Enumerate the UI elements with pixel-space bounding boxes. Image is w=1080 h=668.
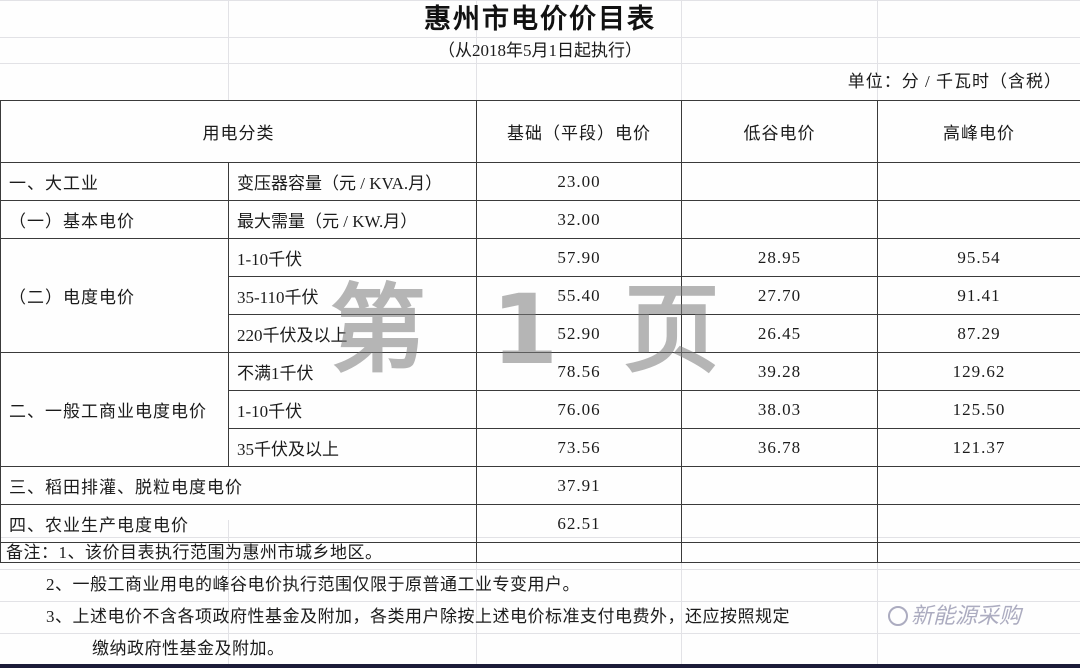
row-item-label: 不满1千伏 [228, 352, 477, 391]
cell-valley [681, 504, 878, 543]
table-row: 1-10千伏 76.06 38.03 125.50 [1, 390, 1080, 429]
row-group-label: 三、稻田排灌、脱粒电度电价 [0, 466, 477, 505]
row-item-label: 最大需量（元 / KW.月） [228, 200, 477, 239]
table-row: （二）电度电价 1-10千伏 57.90 28.95 95.54 [0, 238, 1080, 353]
note-line-2: 2、一般工商业用电的峰谷电价执行范围仅限于原普通工业专变用户。 [46, 575, 580, 594]
note-line-3: 3、上述电价不含各项政府性基金及附加，各类用户除按上述电价标准支付电费外，还应按… [46, 607, 790, 626]
cell-valley [681, 466, 878, 505]
table-row: 一、大工业 变压器容量（元 / KVA.月） 23.00 [0, 162, 1080, 201]
cell-base: 55.40 [476, 276, 682, 315]
table-row: 三、稻田排灌、脱粒电度电价 37.91 [0, 466, 1080, 505]
column-header-category: 用电分类 [0, 100, 477, 163]
cell-peak [877, 162, 1080, 201]
cell-valley [681, 162, 878, 201]
cell-valley [681, 200, 878, 239]
column-header-base: 基础（平段）电价 [476, 100, 682, 163]
table-row: 四、农业生产电度电价 62.51 [0, 504, 1080, 543]
row-group-label: 一、大工业 [0, 162, 229, 201]
table-row: 35千伏及以上 73.56 36.78 121.37 [1, 428, 1080, 467]
cell-valley: 36.78 [681, 428, 878, 467]
column-header-peak: 高峰电价 [877, 100, 1080, 163]
row-item-label: 变压器容量（元 / KVA.月） [228, 162, 477, 201]
cell-peak: 121.37 [877, 428, 1080, 467]
row-item-label: 220千伏及以上 [228, 314, 477, 353]
row-group-label: （一）基本电价 [0, 200, 229, 239]
cell-peak: 87.29 [877, 314, 1080, 353]
note-line-3-continued: 缴纳政府性基金及附加。 [92, 639, 285, 658]
row-group-label: （二）电度电价 [0, 238, 229, 353]
title-block: 惠州市电价价目表 （从2018年5月1日起执行） 单位：分 / 千瓦时（含税） [0, 0, 1080, 100]
page-title: 惠州市电价价目表 [424, 4, 656, 34]
row-item-label: 1-10千伏 [228, 238, 477, 277]
cell-base: 23.00 [476, 162, 682, 201]
cell-peak: 91.41 [877, 276, 1080, 315]
cell-base: 73.56 [476, 428, 682, 467]
table-header-row: 用电分类 基础（平段）电价 低谷电价 高峰电价 [0, 100, 1080, 163]
table-spacer-row [0, 542, 1080, 563]
cell-base: 32.00 [476, 200, 682, 239]
table-row: 二、一般工商业电度电价 不满1千伏 78.56 39.28 129.62 [0, 352, 1080, 467]
cell-base: 76.06 [476, 390, 682, 429]
cell-valley: 28.95 [681, 238, 878, 277]
cell-peak: 125.50 [877, 390, 1080, 429]
cell-peak [877, 200, 1080, 239]
cell-base: 52.90 [476, 314, 682, 353]
column-header-valley: 低谷电价 [681, 100, 878, 163]
price-table: 用电分类 基础（平段）电价 低谷电价 高峰电价 一、大工业 变压器容量（元 / … [0, 100, 1080, 563]
cell-peak [877, 466, 1080, 505]
row-group-label: 二、一般工商业电度电价 [0, 352, 229, 467]
row-item-label: 1-10千伏 [228, 390, 477, 429]
cell-valley: 27.70 [681, 276, 878, 315]
table-row: 35-110千伏 55.40 27.70 91.41 [1, 276, 1080, 315]
row-item-label: 35千伏及以上 [228, 428, 477, 467]
row-item-label: 35-110千伏 [228, 276, 477, 315]
note-line-1: 备注：1、该价目表执行范围为惠州市城乡地区。 [6, 543, 383, 562]
page-subtitle: （从2018年5月1日起执行） [438, 41, 642, 60]
row-group-label: 四、农业生产电度电价 [0, 504, 477, 543]
cell-peak [877, 504, 1080, 543]
bottom-accent-bar [0, 664, 1080, 668]
cell-base: 57.90 [476, 238, 682, 277]
cell-base: 62.51 [476, 504, 682, 543]
table-row: （一）基本电价 最大需量（元 / KW.月） 32.00 [0, 200, 1080, 239]
cell-peak: 129.62 [877, 352, 1080, 391]
cell-base: 78.56 [476, 352, 682, 391]
cell-valley: 38.03 [681, 390, 878, 429]
unit-note: 单位：分 / 千瓦时（含税） [847, 72, 1062, 91]
cell-valley: 26.45 [681, 314, 878, 353]
notes-block: 备注：1、该价目表执行范围为惠州市城乡地区。 2、一般工商业用电的峰谷电价执行范… [0, 537, 1080, 665]
cell-valley: 39.28 [681, 352, 878, 391]
cell-base: 37.91 [476, 466, 682, 505]
cell-peak: 95.54 [877, 238, 1080, 277]
table-row: 220千伏及以上 52.90 26.45 87.29 [1, 314, 1080, 353]
